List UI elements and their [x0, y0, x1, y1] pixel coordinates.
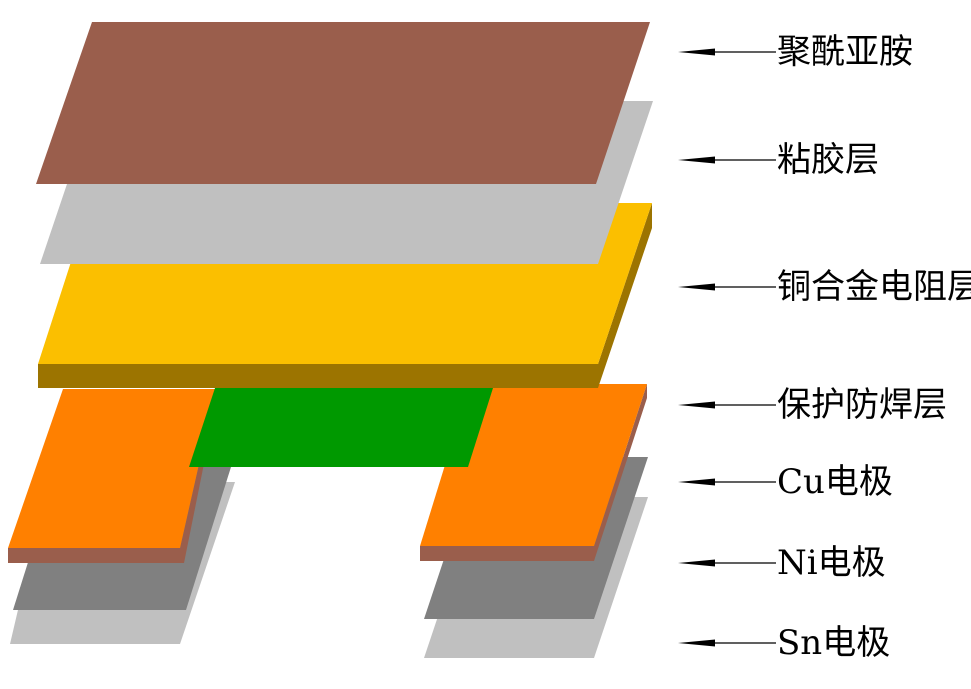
- layer-label: Ni电极: [777, 543, 886, 583]
- label-callout: 粘胶层: [678, 140, 879, 180]
- layer-label: 聚酰亚胺: [777, 32, 913, 72]
- arrow-head-icon: [678, 156, 715, 164]
- arrow-head-icon: [678, 639, 715, 647]
- arrow-head-icon: [678, 478, 715, 486]
- layer-label: 粘胶层: [777, 140, 879, 180]
- label-callout: 聚酰亚胺: [678, 32, 913, 72]
- layer-label: Sn电极: [777, 623, 890, 663]
- layer-label: 铜合金电阻层: [777, 267, 971, 307]
- layer-label: Cu电极: [777, 462, 893, 502]
- label-callout: 铜合金电阻层: [678, 267, 971, 307]
- label-callout: Ni电极: [678, 543, 886, 583]
- arrow-head-icon: [678, 559, 715, 567]
- arrow-head-icon: [678, 283, 715, 291]
- label-callout: 保护防焊层: [678, 385, 947, 425]
- solder-mask-layer: [189, 388, 493, 467]
- cu-electrode-left: [8, 389, 216, 548]
- arrow-head-icon: [678, 48, 715, 56]
- layer-label: 保护防焊层: [777, 385, 947, 425]
- label-callout: Sn电极: [678, 623, 890, 663]
- resistor-layer-front: [38, 364, 598, 388]
- arrow-head-icon: [678, 401, 715, 409]
- label-callout: Cu电极: [678, 462, 893, 502]
- polyimide-layer: [36, 22, 650, 184]
- resistor-layer-side: [598, 203, 652, 388]
